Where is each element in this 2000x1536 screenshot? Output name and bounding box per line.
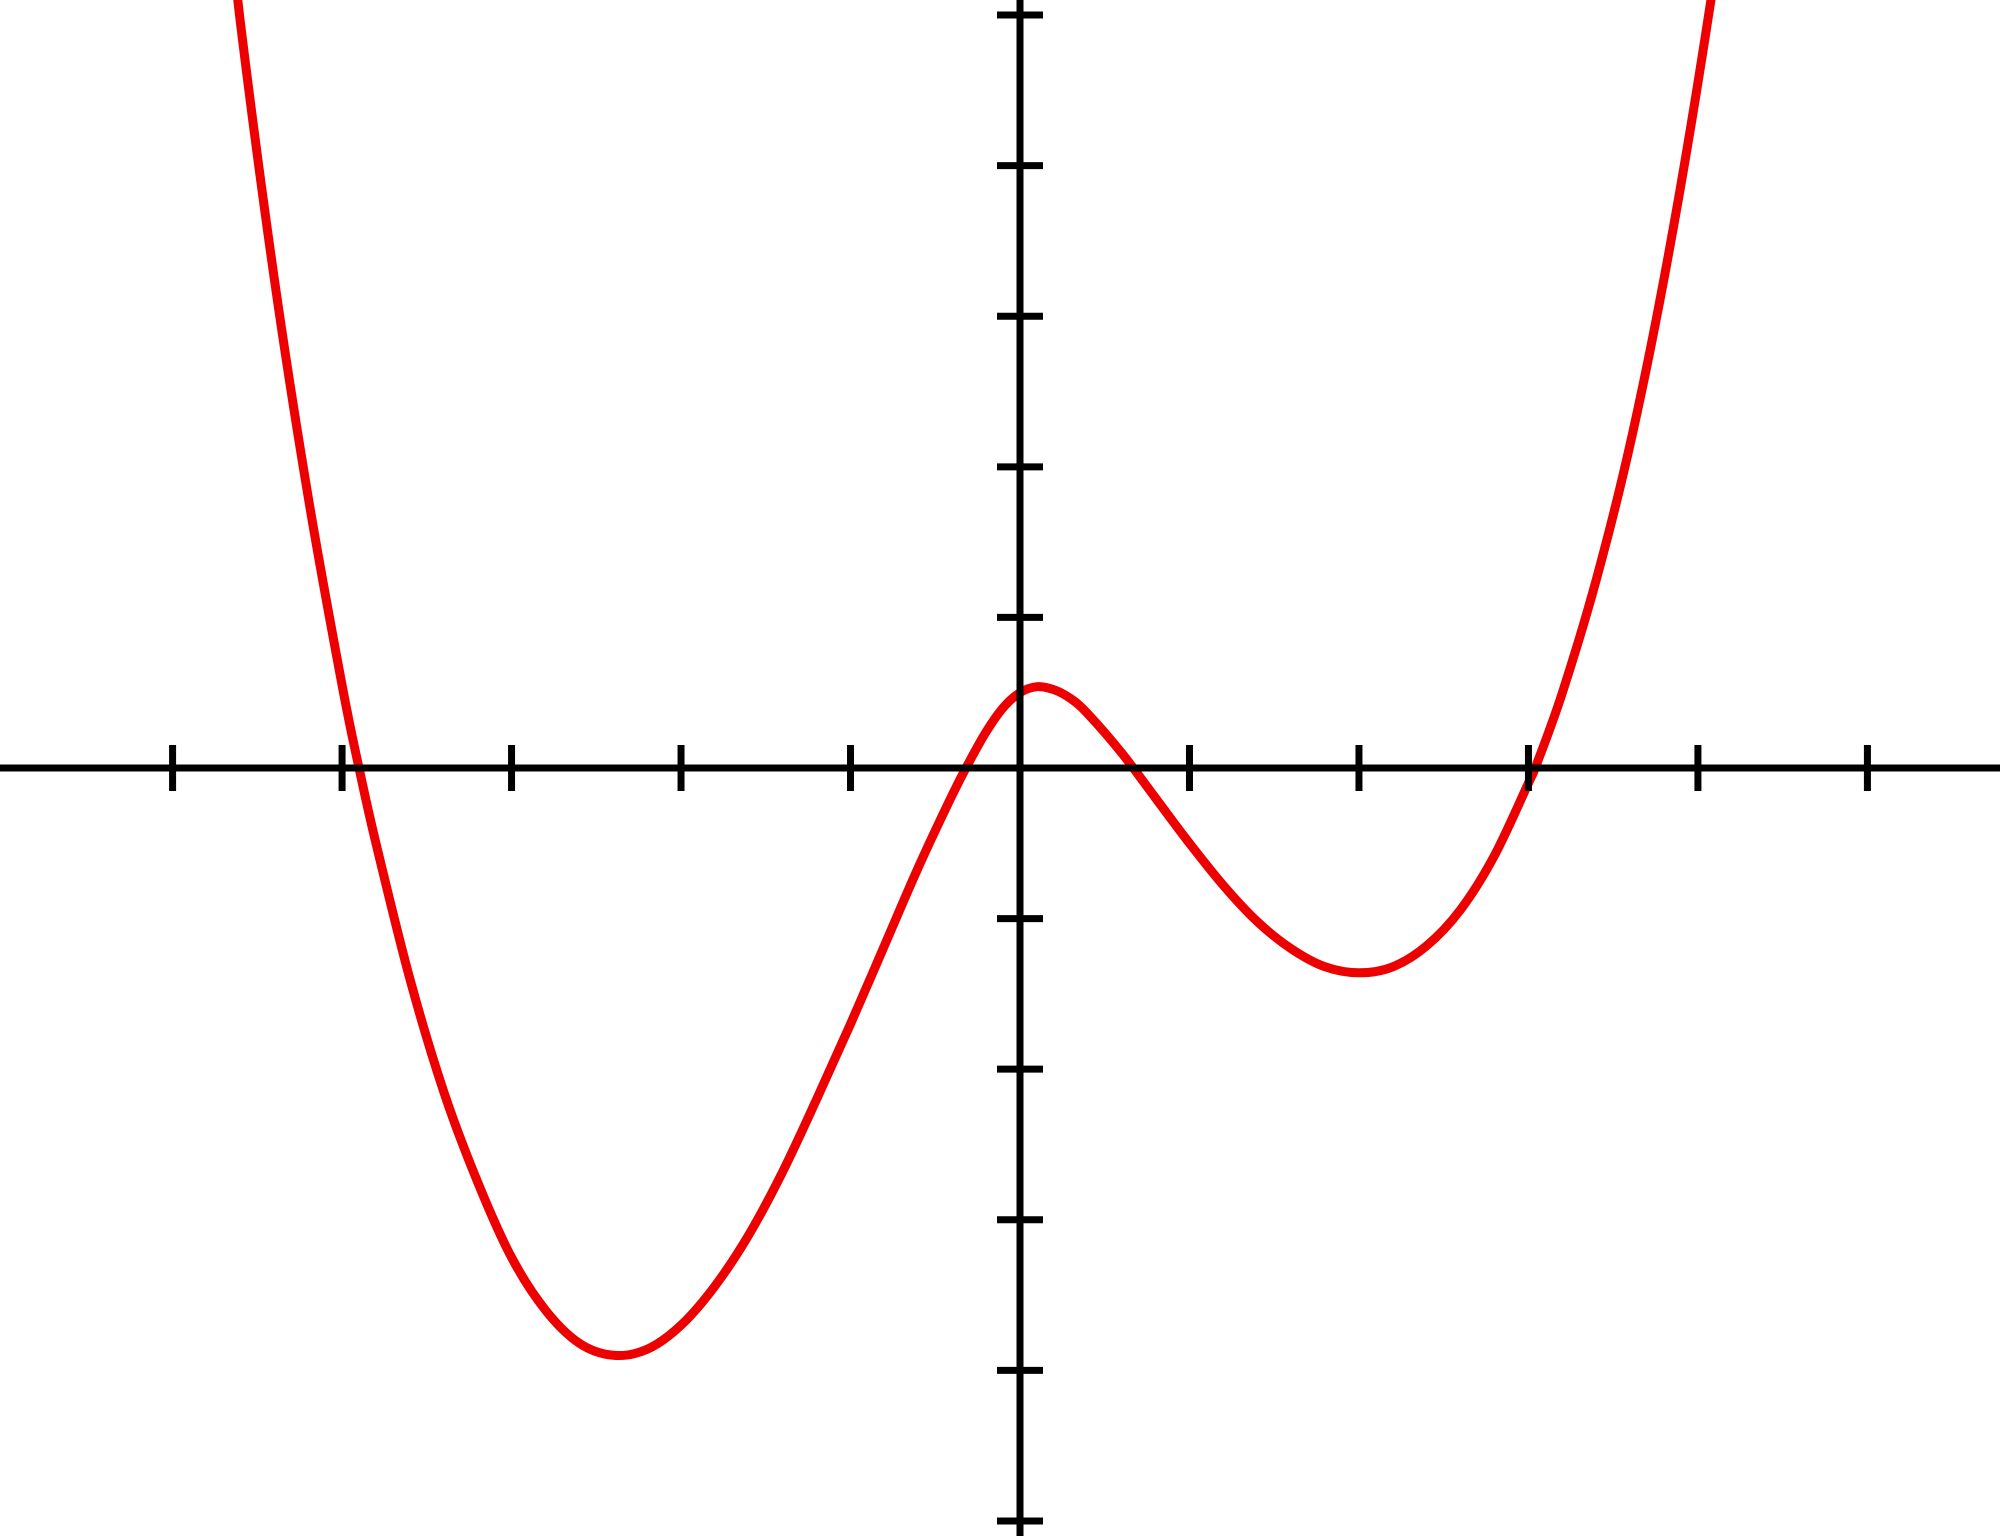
curve: [139, 0, 1834, 1356]
chart-container: [0, 0, 2000, 1536]
function-chart: [0, 0, 2000, 1536]
